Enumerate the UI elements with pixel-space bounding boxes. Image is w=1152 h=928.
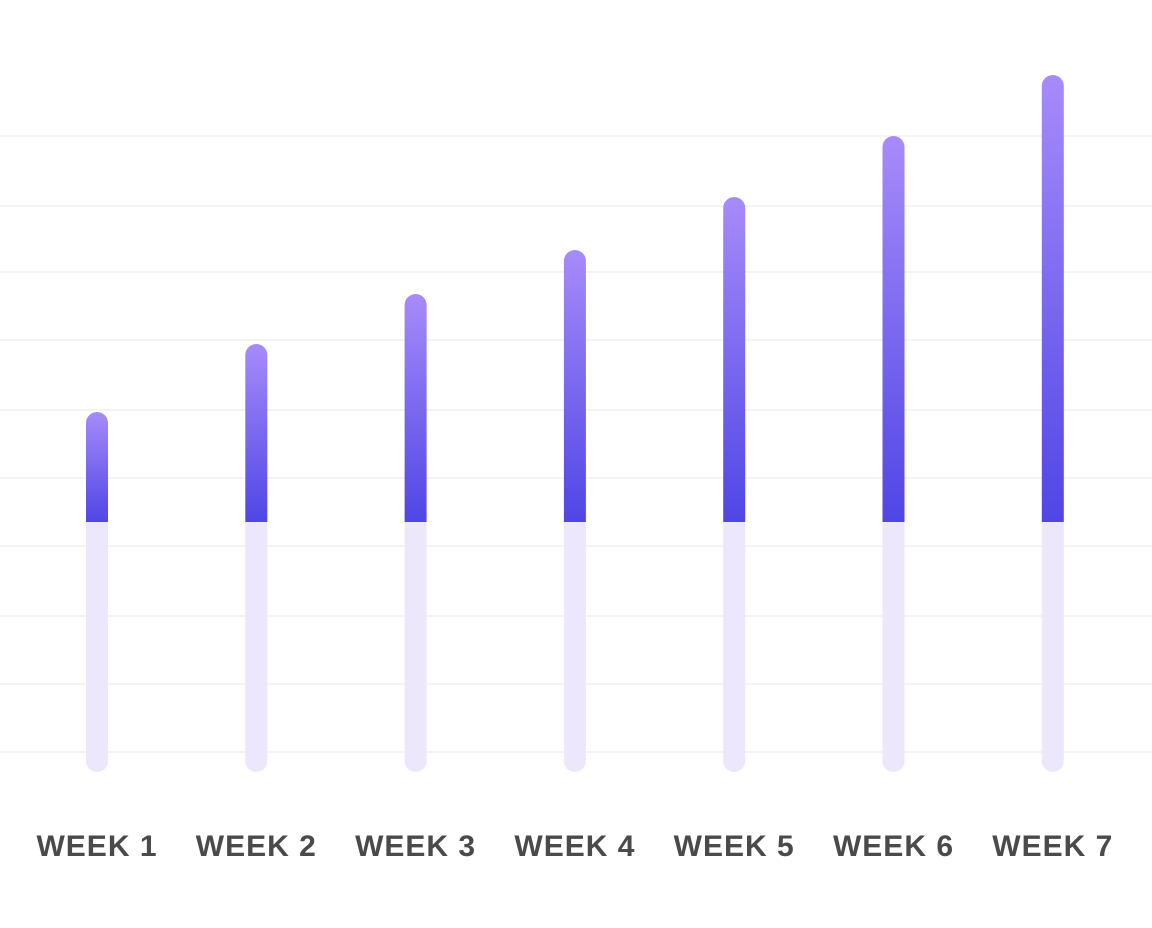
x-tick-label-week-6: WEEK 6 [833,830,954,863]
bar-track-week-4 [563,522,586,773]
bar-track-week-1 [86,522,108,772]
bar-track-week-7 [1041,522,1064,773]
x-tick-label-week-1: WEEK 1 [36,830,157,863]
x-axis-labels: WEEK 1 WEEK 2 WEEK 3 WEEK 4 WEEK 5 WEEK 6 WEEK… [36,830,1113,863]
bar-week-5 [723,197,746,523]
bar-track-week-2 [245,522,268,772]
x-tick-label-week-5: WEEK 5 [674,830,795,863]
x-tick-label-week-7: WEEK 7 [992,830,1113,863]
bar-week-6 [882,136,905,522]
x-tick-label-week-4: WEEK 4 [514,830,635,863]
bars [86,75,1064,523]
bar-tracks [86,522,1064,773]
bar-track-week-3 [404,522,427,773]
bar-track-week-5 [723,522,746,773]
bar-week-1 [86,412,108,522]
x-tick-label-week-3: WEEK 3 [355,830,476,863]
bar-track-week-6 [882,522,905,773]
bar-week-3 [404,294,427,522]
bar-week-2 [245,344,268,522]
bar-week-7 [1041,75,1064,522]
bar-week-4 [563,250,586,523]
x-tick-label-week-2: WEEK 2 [196,830,317,863]
